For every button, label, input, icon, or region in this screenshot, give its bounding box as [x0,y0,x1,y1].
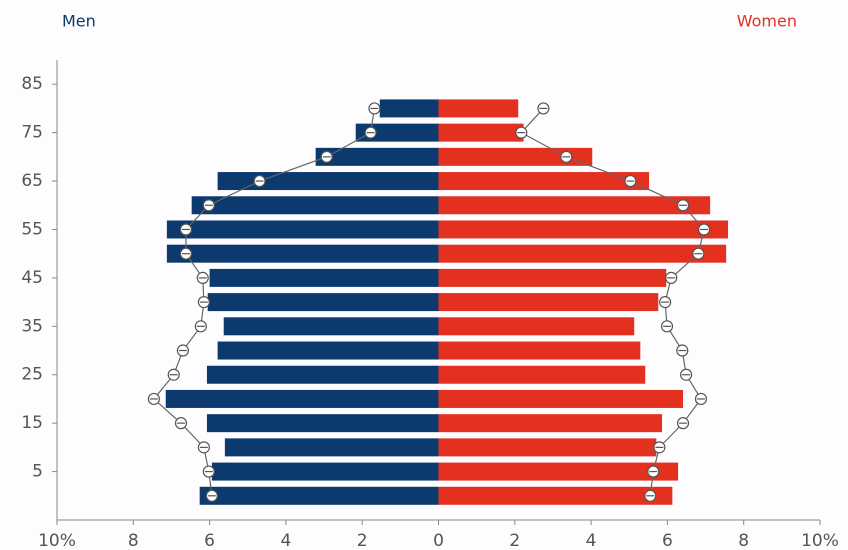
bar [207,293,439,312]
x-tick-label: 0 [433,531,444,550]
bar [355,123,439,142]
bar [223,317,439,336]
bar [166,244,439,263]
legend-label: Women [737,12,797,31]
bar [379,99,439,118]
bar [438,196,711,215]
bar [166,220,439,239]
bar [438,123,524,142]
bar [217,341,439,360]
y-tick-label: 35 [21,316,43,336]
y-tick-label: 25 [21,365,43,385]
bar [438,414,663,433]
bar [165,389,439,408]
bar [315,147,439,166]
bar [438,147,593,166]
bar [438,438,657,457]
x-tick-label: 2 [509,531,520,550]
bar [438,365,646,384]
x-tick-label: 6 [662,531,673,550]
x-tick-label: 4 [586,531,597,550]
bar [217,172,439,191]
legend-label: Men [62,12,96,31]
bar [438,220,729,239]
bar [438,341,641,360]
bar [206,414,439,433]
bar [224,438,439,457]
bar [211,462,439,481]
y-tick-label: 45 [21,268,43,288]
y-tick-label: 15 [21,413,43,433]
y-tick-label: 75 [21,123,43,143]
bar [199,486,439,505]
bar [438,486,673,505]
x-tick-label: 10% [38,531,76,550]
bar [438,462,679,481]
bar [438,244,727,263]
bar [438,317,635,336]
x-tick-label: 10% [801,531,839,550]
bar [438,99,519,118]
y-tick-label: 5 [32,462,43,482]
bar [438,172,650,191]
x-tick-label: 2 [357,531,368,550]
bar [206,365,439,384]
bar [438,389,684,408]
bar [438,268,667,287]
x-tick-label: 4 [280,531,291,550]
bar [209,268,439,287]
x-tick-label: 8 [738,531,749,550]
bar [191,196,439,215]
y-tick-label: 65 [21,171,43,191]
y-tick-label: 55 [21,219,43,239]
y-tick-label: 85 [21,74,43,94]
bar [438,293,659,312]
x-tick-label: 8 [128,531,139,550]
x-tick-label: 6 [204,531,215,550]
